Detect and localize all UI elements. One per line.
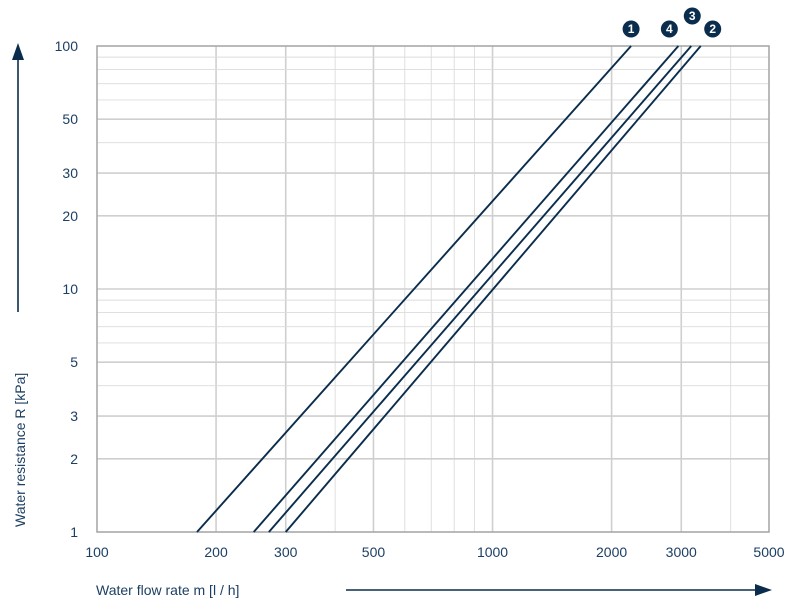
y-tick-label: 5 — [70, 354, 78, 370]
series-line-1 — [196, 45, 632, 533]
plot-area-border — [96, 45, 770, 533]
y-tick-label: 30 — [62, 165, 78, 181]
series-badge-label: 1 — [628, 22, 635, 36]
series-badges: 1 23 4 — [622, 7, 722, 38]
series-line-2 — [284, 45, 702, 533]
y-axis-arrow — [12, 43, 24, 312]
y-axis-title: Water resistance R [kPa] — [12, 373, 28, 527]
x-tick-label: 200 — [204, 544, 228, 560]
x-tick-label: 100 — [85, 544, 109, 560]
series-badge-label: 4 — [666, 22, 673, 36]
series-badge-circle — [704, 20, 722, 38]
y-tick-label: 50 — [62, 111, 78, 127]
series-badge-circle — [683, 7, 701, 25]
series-badge-4: 4 — [660, 20, 678, 38]
x-tick-label: 500 — [362, 544, 386, 560]
y-tick-label: 3 — [70, 408, 78, 424]
series-badge-2: 2 — [704, 20, 722, 38]
series-group — [196, 45, 702, 533]
series-badge-label: 3 — [689, 9, 696, 23]
y-tick-label: 20 — [62, 208, 78, 224]
series-badge-label: 2 — [709, 22, 716, 36]
series-badge-3: 3 — [683, 7, 701, 25]
x-tick-label: 3000 — [666, 544, 697, 560]
series-line-4 — [252, 45, 680, 533]
series-badge-circle — [622, 20, 640, 38]
x-tick-label: 5000 — [753, 544, 784, 560]
y-tick-label: 10 — [62, 281, 78, 297]
grid — [97, 46, 769, 532]
x-axis-title: Water flow rate m [l / h] — [96, 582, 239, 598]
y-tick-label: 100 — [55, 38, 79, 54]
plot-frame — [96, 45, 770, 533]
x-axis-arrow — [346, 584, 772, 596]
x-tick-label: 300 — [274, 544, 298, 560]
y-tick-label: 2 — [70, 451, 78, 467]
y-tick-label: 1 — [70, 524, 78, 540]
series-line-3 — [268, 45, 692, 533]
x-tick-label: 1000 — [477, 544, 508, 560]
series-badge-1: 1 — [622, 20, 640, 38]
tick-labels: 100 200 300 500 1000 2000 3000 5000 1 2 3 5 10 20 30 50… — [55, 38, 785, 560]
x-tick-label: 2000 — [596, 544, 627, 560]
series-badge-circle — [660, 20, 678, 38]
